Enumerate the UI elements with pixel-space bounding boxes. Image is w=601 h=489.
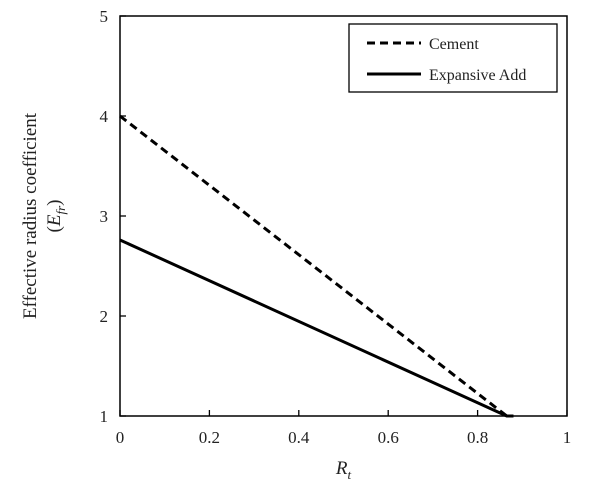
y-axis-title-paren-close: ) [44, 200, 65, 206]
x-axis-title-subscript: t [347, 467, 351, 482]
x-tick-label: 1 [563, 428, 572, 447]
x-tick-label: 0.2 [199, 428, 220, 447]
x-tick-label: 0.8 [467, 428, 488, 447]
x-axis-title-symbol: R [335, 458, 348, 479]
legend-label: Expansive Add [429, 67, 526, 84]
x-tick-label: 0.6 [378, 428, 399, 447]
legend-box [348, 23, 558, 93]
y-axis-title-line1: Effective radius coefficient [20, 112, 41, 319]
y-tick-label: 4 [100, 107, 109, 126]
y-axis-title-paren-open: ( [44, 226, 65, 232]
series-line-expansive-add [119, 238, 514, 418]
y-axis-title-line2: (Efr) [44, 200, 68, 233]
y-axis-title-symbol: E [44, 214, 65, 227]
y-axis-title: Effective radius coefficient (Efr) [20, 112, 68, 319]
plot-area: 0 0.2 0.4 0.6 0.8 1 1 2 3 4 5 Cement Expansive Add [100, 7, 572, 447]
y-tick-label: 3 [100, 207, 109, 226]
y-axis-title-subscript: fr [53, 205, 68, 215]
x-tick-label: 0 [116, 428, 125, 447]
y-tick-label: 5 [100, 7, 109, 26]
x-tick-label: 0.4 [288, 428, 310, 447]
legend-label: Cement [429, 36, 479, 53]
series-line-cement [119, 114, 514, 418]
y-tick-label: 1 [100, 407, 109, 426]
x-axis-title: Rt [335, 458, 352, 482]
y-tick-label: 2 [100, 307, 109, 326]
